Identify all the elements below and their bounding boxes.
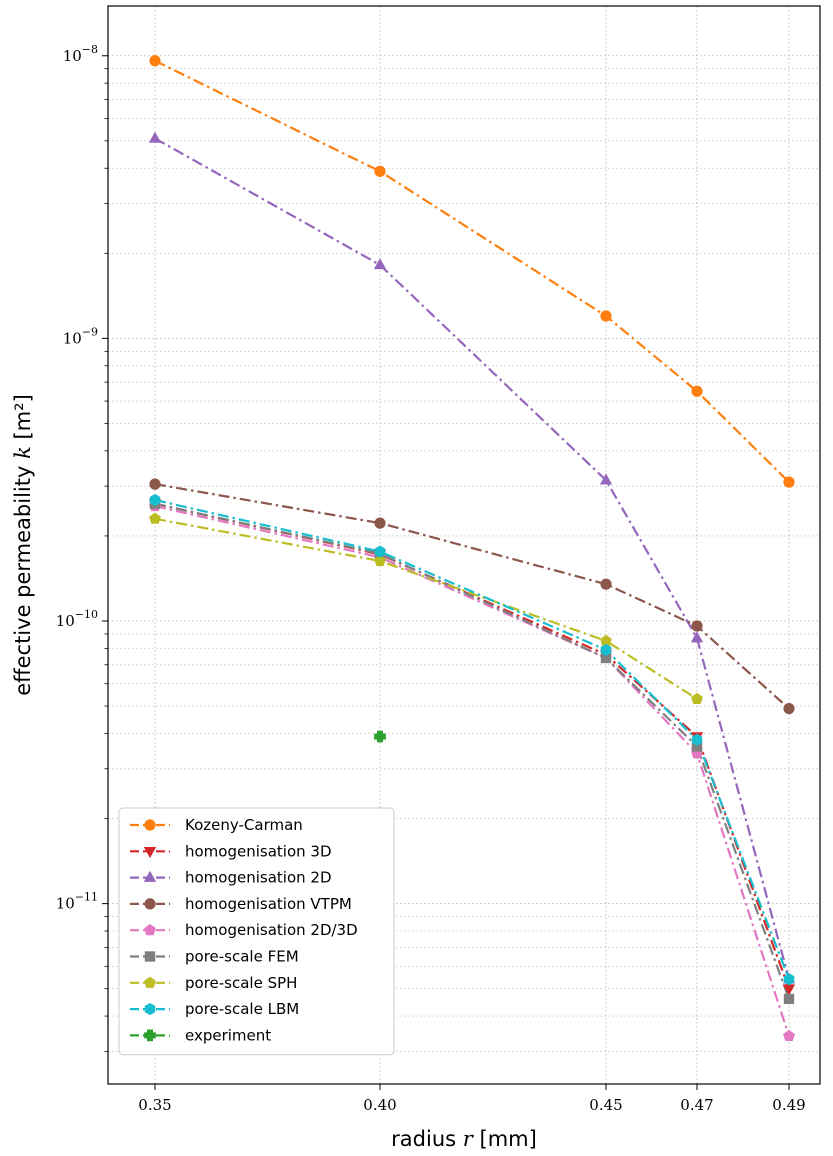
legend-label-pore-scale-sph: pore-scale SPH: [185, 974, 297, 992]
x-tick-label: 0.47: [680, 1096, 713, 1114]
data-point-pore-scale-lbm: [600, 643, 612, 657]
data-point-kozeny-carman: [149, 55, 161, 67]
data-point-pore-scale-lbm: [783, 973, 795, 986]
y-tick-mantissa: 10: [56, 895, 75, 913]
data-point-experiment: [374, 730, 386, 743]
legend-swatch-marker-pore-scale-lbm: [144, 1003, 156, 1016]
y-axis-title: effective permeability k [m²]: [11, 394, 35, 696]
legend-swatch-marker-homogenisation-2d: [143, 870, 157, 882]
legend-swatch-marker-homogenisation-2d-3d: [144, 923, 156, 936]
x-axis-unit: [mm]: [480, 1127, 537, 1151]
legend-label-homogenisation-vtpm: homogenisation VTPM: [185, 895, 352, 913]
legend-label-homogenisation-2d: homogenisation 2D: [185, 869, 332, 887]
legend-swatch-marker-pore-scale-sph: [144, 976, 156, 988]
data-point-homogenisation-2d-3d: [783, 1029, 795, 1042]
data-point-kozeny-carman: [691, 385, 703, 397]
legend-label-homogenisation-2d-3d: homogenisation 2D/3D: [185, 921, 358, 939]
y-tick-label: 10−8: [63, 43, 98, 65]
data-point-homogenisation-2d: [373, 258, 387, 270]
legend-swatch-marker-homogenisation-3d: [143, 847, 157, 859]
legend: Kozeny-Carman homogenisation 3D homogenisa…: [118, 807, 395, 1056]
legend-swatch-marker-kozeny-carman: [144, 819, 156, 831]
y-tick-label: 10−10: [56, 608, 98, 630]
y-tick-exponent: −10: [75, 608, 98, 621]
data-point-pore-scale-sph: [149, 512, 161, 524]
series-markers: [148, 55, 796, 1042]
legend-swatch-marker-pore-scale-fem: [144, 951, 156, 962]
y-tick-mantissa: 10: [63, 329, 82, 347]
y-tick-label: 10−11: [56, 891, 98, 913]
data-point-homogenisation-vtpm: [374, 517, 386, 529]
y-tick-exponent: −9: [82, 325, 98, 338]
y-tick-exponent: −8: [82, 43, 98, 56]
grid: [108, 6, 820, 1084]
y-tick-mantissa: 10: [63, 47, 82, 65]
legend-label-pore-scale-lbm: pore-scale LBM: [185, 1000, 299, 1018]
y-tick-exponent: −11: [75, 891, 98, 904]
legend-label-kozeny-carman: Kozeny-Carman: [185, 816, 303, 834]
legend-swatch-marker-experiment: [144, 1029, 156, 1042]
data-point-homogenisation-2d: [599, 473, 613, 485]
plot-frame: [107, 5, 821, 1085]
x-axis-label: radius: [391, 1127, 456, 1151]
data-point-homogenisation-2d: [148, 131, 162, 143]
x-tick-label: 0.35: [138, 1096, 171, 1114]
data-point-pore-scale-lbm: [374, 545, 386, 558]
legend-box: [118, 807, 395, 1056]
x-axis-title: radius r [mm]: [391, 1127, 537, 1151]
x-tick-label: 0.45: [589, 1096, 622, 1114]
x-tick-label: 0.49: [772, 1096, 805, 1114]
data-point-homogenisation-vtpm: [600, 578, 612, 590]
series-line-kozeny-carman: [154, 59, 790, 483]
data-point-homogenisation-vtpm: [783, 702, 795, 715]
data-point-pore-scale-fem: [783, 993, 795, 1005]
y-axis-unit: [m²]: [11, 394, 35, 439]
y-tick-label: 10−9: [63, 325, 98, 347]
data-point-kozeny-carman: [374, 165, 386, 177]
data-point-pore-scale-lbm: [691, 733, 703, 746]
legend-swatch-marker-homogenisation-vtpm: [144, 898, 156, 910]
series-line-pore-scale-sph: [154, 517, 698, 700]
legend-label-pore-scale-fem: pore-scale FEM: [185, 948, 299, 966]
x-tick-label: 0.40: [363, 1096, 396, 1114]
data-point-kozeny-carman: [783, 476, 795, 488]
legend-label-homogenisation-3d: homogenisation 3D: [185, 842, 332, 860]
data-point-homogenisation-vtpm: [149, 478, 161, 490]
y-tick-mantissa: 10: [56, 612, 75, 630]
data-point-pore-scale-lbm: [149, 493, 161, 507]
data-point-kozeny-carman: [600, 310, 612, 322]
legend-label-experiment: experiment: [185, 1026, 271, 1044]
data-point-homogenisation-2d: [690, 631, 704, 643]
data-point-homogenisation-vtpm: [691, 620, 703, 632]
data-point-pore-scale-sph: [691, 692, 703, 704]
y-axis-variable: k: [11, 446, 35, 459]
x-axis-variable: r: [463, 1127, 475, 1151]
series-line-homogenisation-2d: [154, 137, 791, 980]
y-axis-label: effective permeability: [11, 466, 35, 696]
data-point-pore-scale-sph: [374, 554, 386, 567]
